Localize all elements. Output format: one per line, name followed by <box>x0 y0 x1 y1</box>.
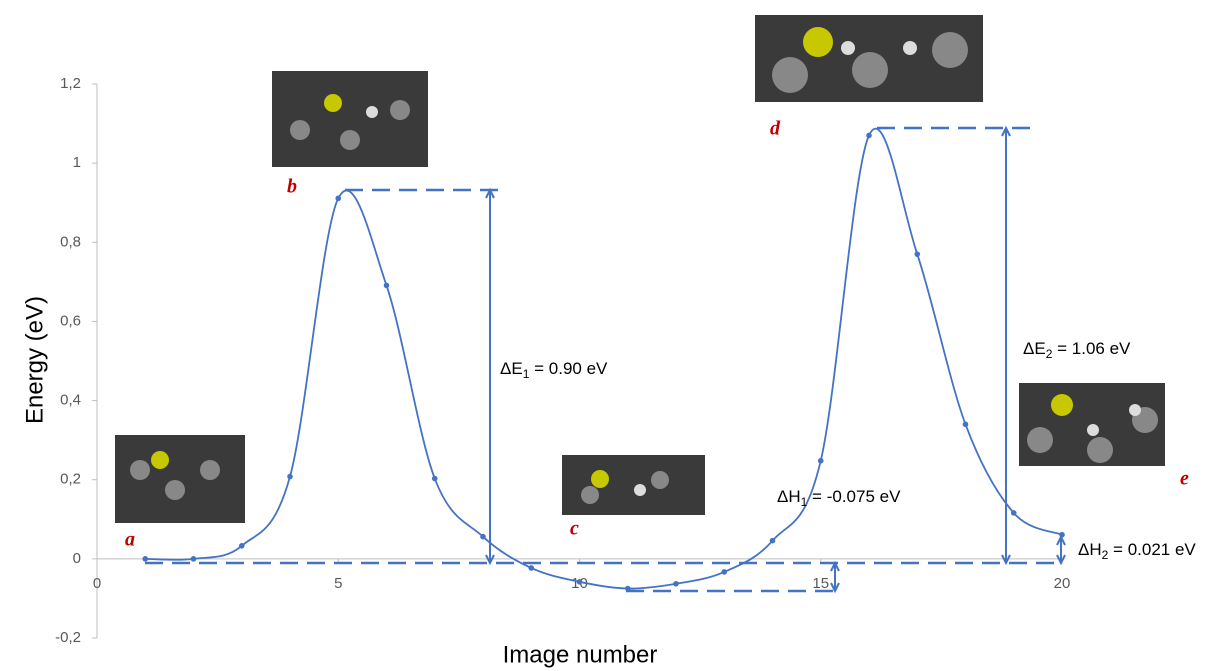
marker <box>335 196 341 202</box>
marker <box>770 538 776 544</box>
annotation: ΔH1 = -0.075 eV <box>777 487 901 509</box>
marker <box>480 534 486 540</box>
marker <box>191 556 197 562</box>
marker <box>914 251 920 257</box>
annotation-part: = 0.021 eV <box>1108 540 1196 559</box>
annotation-part: = 1.06 eV <box>1052 339 1131 358</box>
y-tick-label: 0,2 <box>60 471 81 488</box>
structure-images <box>115 15 1165 523</box>
y-tick-label: 0,4 <box>60 392 81 409</box>
marker <box>142 556 148 562</box>
marker <box>384 283 390 289</box>
y-tick-label: 0 <box>73 550 81 567</box>
y-tick-label: 1,2 <box>60 75 81 92</box>
marker <box>673 581 679 587</box>
y-tick-label: -0,2 <box>55 629 81 646</box>
marker <box>1011 510 1017 516</box>
marker <box>625 586 631 592</box>
x-tick-label: 20 <box>1054 575 1071 592</box>
marker <box>287 474 293 480</box>
annotation: ΔE2 = 1.06 eV <box>1023 339 1131 361</box>
marker <box>963 422 969 428</box>
annotation-part: ΔH <box>777 487 801 506</box>
structure-label: b <box>287 176 297 198</box>
y-tick-label: 0,6 <box>60 312 81 329</box>
marker <box>818 458 824 464</box>
x-tick-label: 5 <box>334 575 342 592</box>
structure-label: c <box>570 518 579 540</box>
structure-label: e <box>1180 468 1189 490</box>
y-tick-label: 1 <box>73 154 81 171</box>
structure-label: a <box>125 529 135 551</box>
structure-image <box>115 435 245 523</box>
annotation-part: ΔE <box>500 359 523 378</box>
y-axis-title: Energy (eV) <box>21 296 48 424</box>
structure-image <box>562 455 705 515</box>
annotation-part: ΔH <box>1078 540 1102 559</box>
structure-image <box>272 71 428 167</box>
chart: Energy (eV) Image number -0,2 0 0,2 0,4 0,6 0… <box>0 0 1230 671</box>
x-tick-label: 0 <box>93 575 101 592</box>
marker <box>528 565 534 571</box>
marker <box>239 543 245 549</box>
annotation-part: = 0.90 eV <box>529 359 608 378</box>
marker <box>432 476 438 482</box>
annotation-part: ΔE <box>1023 339 1046 358</box>
structure-label: d <box>770 118 781 140</box>
x-axis-title: Image number <box>503 641 658 668</box>
annotation-part: = -0.075 eV <box>807 487 901 506</box>
marker <box>721 569 727 575</box>
marker <box>866 133 872 139</box>
marker <box>1059 532 1065 538</box>
x-tick-label: 15 <box>812 575 829 592</box>
y-tick-label: 0,8 <box>60 233 81 250</box>
annotation: ΔH2 = 0.021 eV <box>1078 540 1196 562</box>
annotation: ΔE1 = 0.90 eV <box>500 359 608 381</box>
structure-image <box>755 15 983 102</box>
marker <box>577 579 583 585</box>
structure-image <box>1019 383 1165 466</box>
